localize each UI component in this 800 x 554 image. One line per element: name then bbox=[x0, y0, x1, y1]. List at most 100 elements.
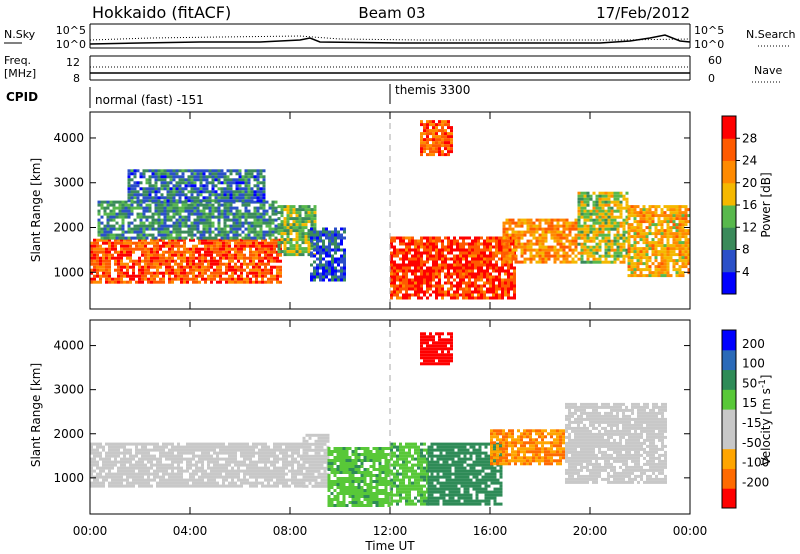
range-cell-0 bbox=[264, 280, 267, 284]
range-cell-0 bbox=[249, 445, 252, 449]
range-cell-7 bbox=[607, 227, 611, 231]
range-cell-5 bbox=[513, 296, 516, 300]
range-cell-7 bbox=[580, 212, 584, 216]
range-cell-0 bbox=[102, 484, 105, 488]
range-cell-0 bbox=[183, 274, 186, 278]
range-cell-1 bbox=[235, 221, 239, 225]
range-cell-8 bbox=[657, 217, 661, 221]
range-cell-2 bbox=[202, 184, 206, 188]
range-cell-1 bbox=[151, 224, 155, 228]
range-cell-8 bbox=[687, 259, 690, 263]
range-cell-0 bbox=[108, 265, 111, 269]
range-cell-5 bbox=[414, 290, 417, 294]
range-cell-8 bbox=[627, 208, 631, 212]
range-cell-7 bbox=[619, 194, 623, 198]
range-cell-2 bbox=[145, 196, 149, 200]
range-cell-9 bbox=[450, 144, 453, 148]
range-cell-0 bbox=[228, 469, 231, 473]
range-cell-6 bbox=[571, 221, 575, 225]
range-cell-5 bbox=[399, 284, 402, 288]
range-cell-0 bbox=[126, 271, 129, 275]
range-cell-2 bbox=[190, 175, 194, 179]
range-cell-0 bbox=[216, 445, 219, 449]
range-cell-0 bbox=[270, 454, 273, 458]
range-cell-7 bbox=[607, 212, 611, 216]
range-cell-5 bbox=[468, 245, 471, 249]
range-cell-5 bbox=[456, 263, 459, 267]
range-cell-0 bbox=[222, 247, 225, 251]
range-cell-9 bbox=[450, 132, 453, 136]
range-cell-3 bbox=[307, 232, 311, 236]
range-cell-5 bbox=[486, 275, 489, 279]
range-cell-7 bbox=[613, 197, 617, 201]
range-cell-2 bbox=[127, 169, 131, 173]
range-cell-0 bbox=[237, 475, 240, 479]
range-cell-0 bbox=[126, 268, 129, 272]
range-cell-0 bbox=[168, 247, 171, 251]
range-cell-1 bbox=[241, 203, 245, 207]
range-cell-0 bbox=[165, 457, 168, 461]
range-cell-7 bbox=[589, 260, 593, 264]
range-cell-0 bbox=[279, 475, 282, 479]
range-cell-8 bbox=[654, 232, 658, 236]
range-cell-0 bbox=[261, 472, 264, 476]
range-cell-3 bbox=[313, 214, 317, 218]
range-cell-0 bbox=[183, 268, 186, 272]
range-cell-0 bbox=[234, 472, 237, 476]
range-cell-0 bbox=[135, 280, 138, 284]
range-cell-0 bbox=[225, 250, 228, 254]
range-cell-0 bbox=[267, 445, 270, 449]
range-cell-0 bbox=[264, 445, 267, 449]
range-cell-0 bbox=[195, 262, 198, 266]
range-cell-0 bbox=[114, 241, 117, 245]
range-cell-0 bbox=[126, 478, 129, 482]
range-cell-5 bbox=[438, 278, 441, 282]
range-cell-0 bbox=[93, 277, 96, 281]
range-cell-2 bbox=[235, 172, 239, 176]
header-beam: Beam 03 bbox=[358, 4, 425, 22]
range-cell-2 bbox=[244, 169, 248, 173]
range-cell-2 bbox=[238, 187, 242, 191]
range-cell-9 bbox=[444, 135, 447, 139]
range-cell-5 bbox=[465, 272, 468, 276]
range-cell-0 bbox=[216, 475, 219, 479]
range-cell-0 bbox=[252, 469, 255, 473]
range-cell-2 bbox=[229, 190, 233, 194]
range-cell-1 bbox=[220, 215, 224, 219]
range-cell-0 bbox=[249, 247, 252, 251]
range-cell-7 bbox=[586, 203, 590, 207]
range-cell-2 bbox=[190, 169, 194, 173]
range-cell-2 bbox=[193, 196, 197, 200]
range-cell-3 bbox=[298, 226, 302, 230]
range-cell-0 bbox=[270, 253, 273, 257]
range-cell-0 bbox=[96, 481, 99, 485]
range-cell-5 bbox=[501, 278, 504, 282]
range-cell-8 bbox=[648, 265, 652, 269]
range-cell-0 bbox=[282, 484, 285, 488]
range-cell-0 bbox=[273, 277, 276, 281]
range-cell-6 bbox=[568, 242, 572, 246]
range-cell-8 bbox=[672, 214, 676, 218]
range-cell-3 bbox=[298, 223, 302, 227]
range-cell-5 bbox=[405, 245, 408, 249]
range-cell-0 bbox=[123, 274, 126, 278]
range-cell-0 bbox=[231, 445, 234, 449]
range-cell-1 bbox=[250, 212, 254, 216]
range-cell-6 bbox=[547, 248, 551, 252]
range-cell-4 bbox=[322, 272, 325, 276]
range-cell-0 bbox=[174, 472, 177, 476]
range-cell-5 bbox=[468, 263, 471, 267]
range-cell-0 bbox=[96, 460, 99, 464]
range-cell-5 bbox=[444, 257, 447, 261]
range-cell-0 bbox=[255, 472, 258, 476]
range-cell-6 bbox=[574, 242, 578, 246]
range-cell-6 bbox=[556, 248, 560, 252]
range-cell-4 bbox=[322, 248, 325, 252]
range-cell-2 bbox=[184, 184, 188, 188]
range-cell-0 bbox=[171, 478, 174, 482]
range-cell-2 bbox=[130, 199, 134, 203]
range-cell-0 bbox=[258, 268, 261, 272]
range-cell-1 bbox=[166, 224, 170, 228]
range-cell-0 bbox=[162, 454, 165, 458]
range-cell-2 bbox=[154, 199, 158, 203]
